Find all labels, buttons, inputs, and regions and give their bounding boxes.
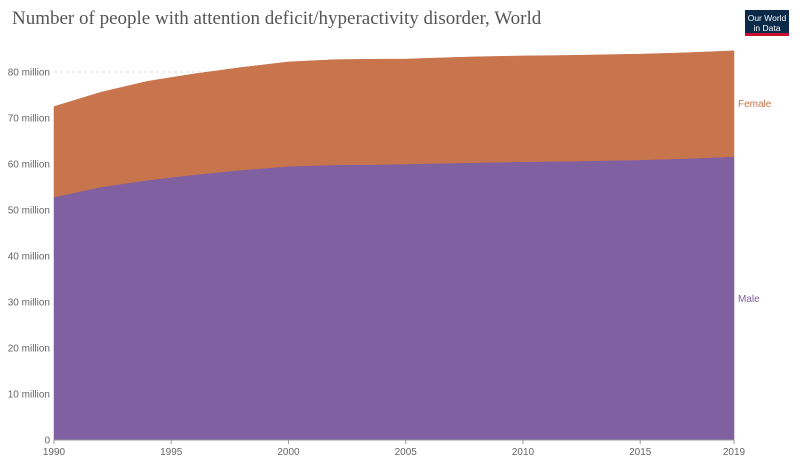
x-tick-label: 1995 — [160, 447, 183, 458]
legend-layer: Male Female — [738, 99, 772, 305]
x-tick-label: 2000 — [277, 447, 300, 458]
x-tick-label: 2015 — [629, 447, 652, 458]
x-tick-label: 1990 — [43, 447, 66, 458]
y-tick-label: 70 million — [8, 114, 50, 125]
logo-line-1: Our World — [747, 13, 787, 23]
chart-title: Number of people with attention deficit/… — [12, 8, 542, 29]
y-tick-label: 10 million — [8, 390, 50, 401]
area-female — [53, 50, 735, 198]
y-tick-label: 60 million — [8, 160, 50, 171]
x-tick-label: 2005 — [395, 447, 418, 458]
legend-male: Male — [738, 294, 760, 305]
y-tick-label: 0 — [44, 436, 50, 447]
logo-line-2: in Data — [753, 23, 781, 33]
owid-logo[interactable]: Our World in Data — [745, 10, 789, 36]
area-layer — [53, 50, 735, 441]
y-tick-label: 30 million — [8, 298, 50, 309]
y-tick-label: 40 million — [8, 252, 50, 263]
y-tick-label: 80 million — [8, 68, 50, 79]
y-tick-label: 50 million — [8, 206, 50, 217]
x-tick-label: 2010 — [512, 447, 535, 458]
legend-female: Female — [738, 99, 772, 110]
area-male — [53, 156, 735, 441]
y-tick-label: 20 million — [8, 344, 50, 355]
x-tick-label: 2019 — [723, 447, 746, 458]
axis-layer: 0 10 million 20 million 30 million 40 millio… — [8, 68, 746, 459]
